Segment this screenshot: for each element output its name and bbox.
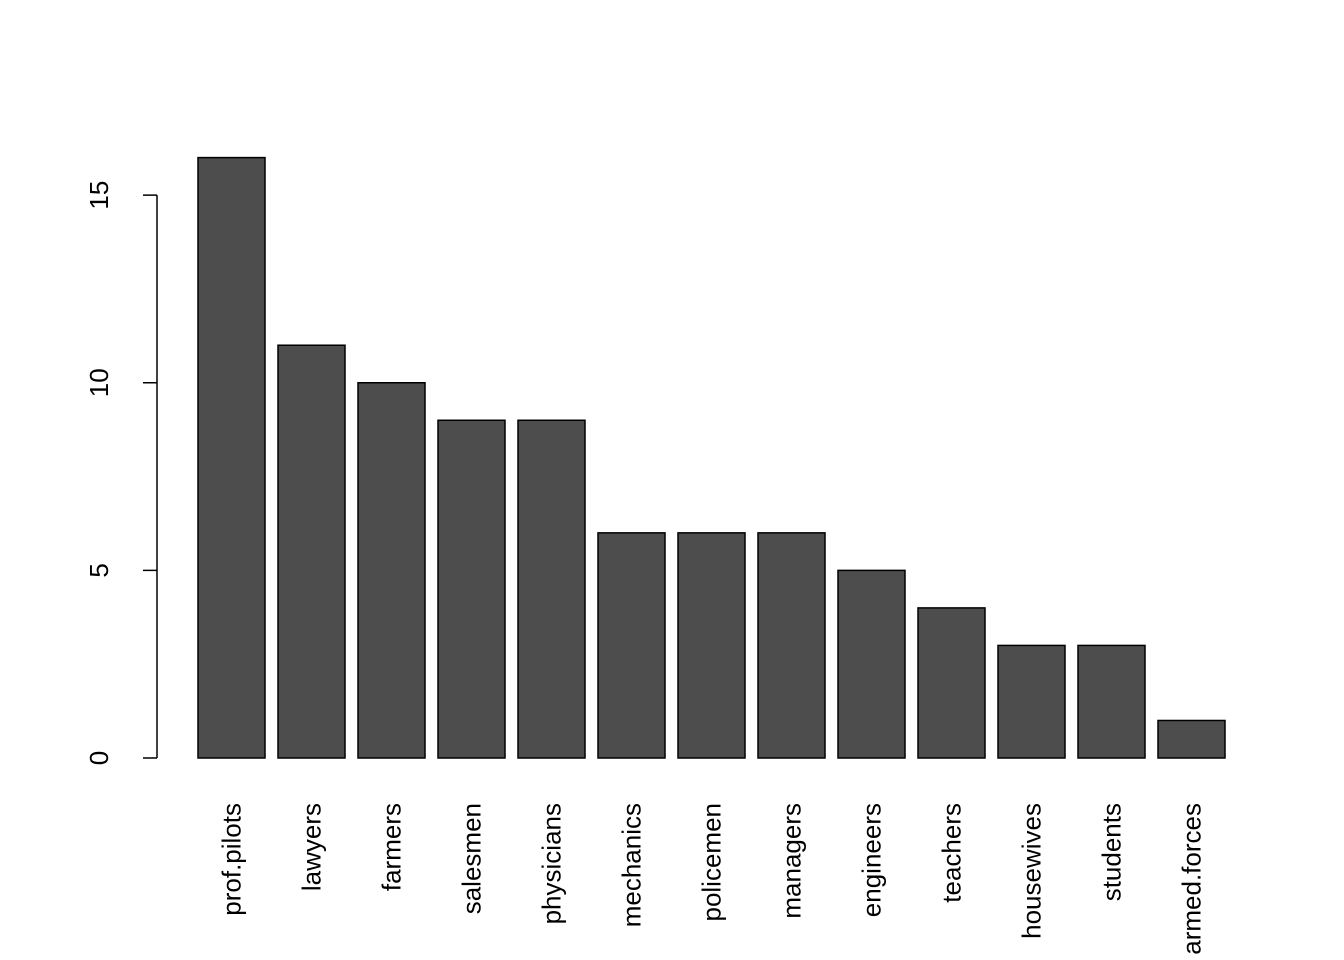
bar (197, 156, 266, 759)
x-tick-label: lawyers (297, 803, 327, 891)
bar (277, 344, 346, 759)
x-tick-label: physicians (537, 803, 567, 924)
x-tick-label: prof.pilots (217, 803, 247, 916)
x-tick-label: teachers (937, 803, 967, 903)
x-tick-label: students (1097, 803, 1127, 901)
bar (597, 532, 666, 759)
y-tick-label: 15 (84, 181, 114, 210)
bar (517, 419, 586, 759)
bar (1077, 644, 1146, 759)
bar (757, 532, 826, 759)
y-tick-label: 0 (84, 751, 114, 765)
x-tick-label: farmers (377, 803, 407, 891)
x-tick-label: policemen (697, 803, 727, 922)
y-tick-label: 5 (84, 563, 114, 577)
x-tick-label: mechanics (617, 803, 647, 927)
bar (997, 644, 1066, 759)
bar (1157, 719, 1226, 759)
x-tick-label: engineers (857, 803, 887, 917)
x-tick-label: housewives (1017, 803, 1047, 939)
x-tick-label: salesmen (457, 803, 487, 914)
y-tick-label: 10 (84, 368, 114, 397)
x-tick-label: armed.forces (1177, 803, 1207, 955)
bar (917, 607, 986, 759)
bar (357, 382, 426, 759)
bar (677, 532, 746, 759)
bar (437, 419, 506, 759)
bar (837, 569, 906, 759)
x-tick-label: managers (777, 803, 807, 919)
